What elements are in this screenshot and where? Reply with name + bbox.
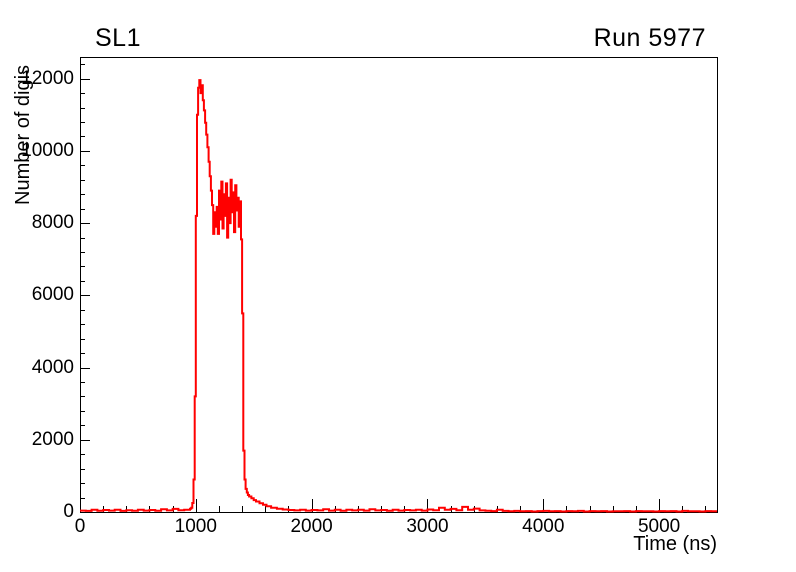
x-tick-label-1000: 1000 [174, 516, 217, 537]
plot-frame [80, 57, 718, 513]
y-tick-label-4000: 4000 [31, 356, 74, 378]
y-tick-label-8000: 8000 [31, 212, 74, 234]
histogram-line [80, 79, 717, 513]
y-tick-label-2000: 2000 [31, 428, 74, 450]
y-tick-label-0: 0 [63, 501, 74, 522]
y-tick-label-10000: 10000 [21, 139, 74, 161]
y-tick-label-6000: 6000 [31, 284, 74, 306]
x-tick-label-4000: 4000 [522, 516, 565, 537]
run-number-label: Run 5977 [593, 24, 706, 52]
x-tick-label-0: 0 [74, 516, 86, 537]
x-tick-label-5000: 5000 [637, 516, 681, 537]
y-tick-label-12000: 12000 [21, 67, 74, 89]
x-tick-label-2000: 2000 [290, 516, 333, 537]
histogram-title: SL1 [95, 24, 141, 52]
x-axis-title: Time (ns) [633, 533, 717, 555]
x-tick-label-3000: 3000 [406, 516, 449, 537]
